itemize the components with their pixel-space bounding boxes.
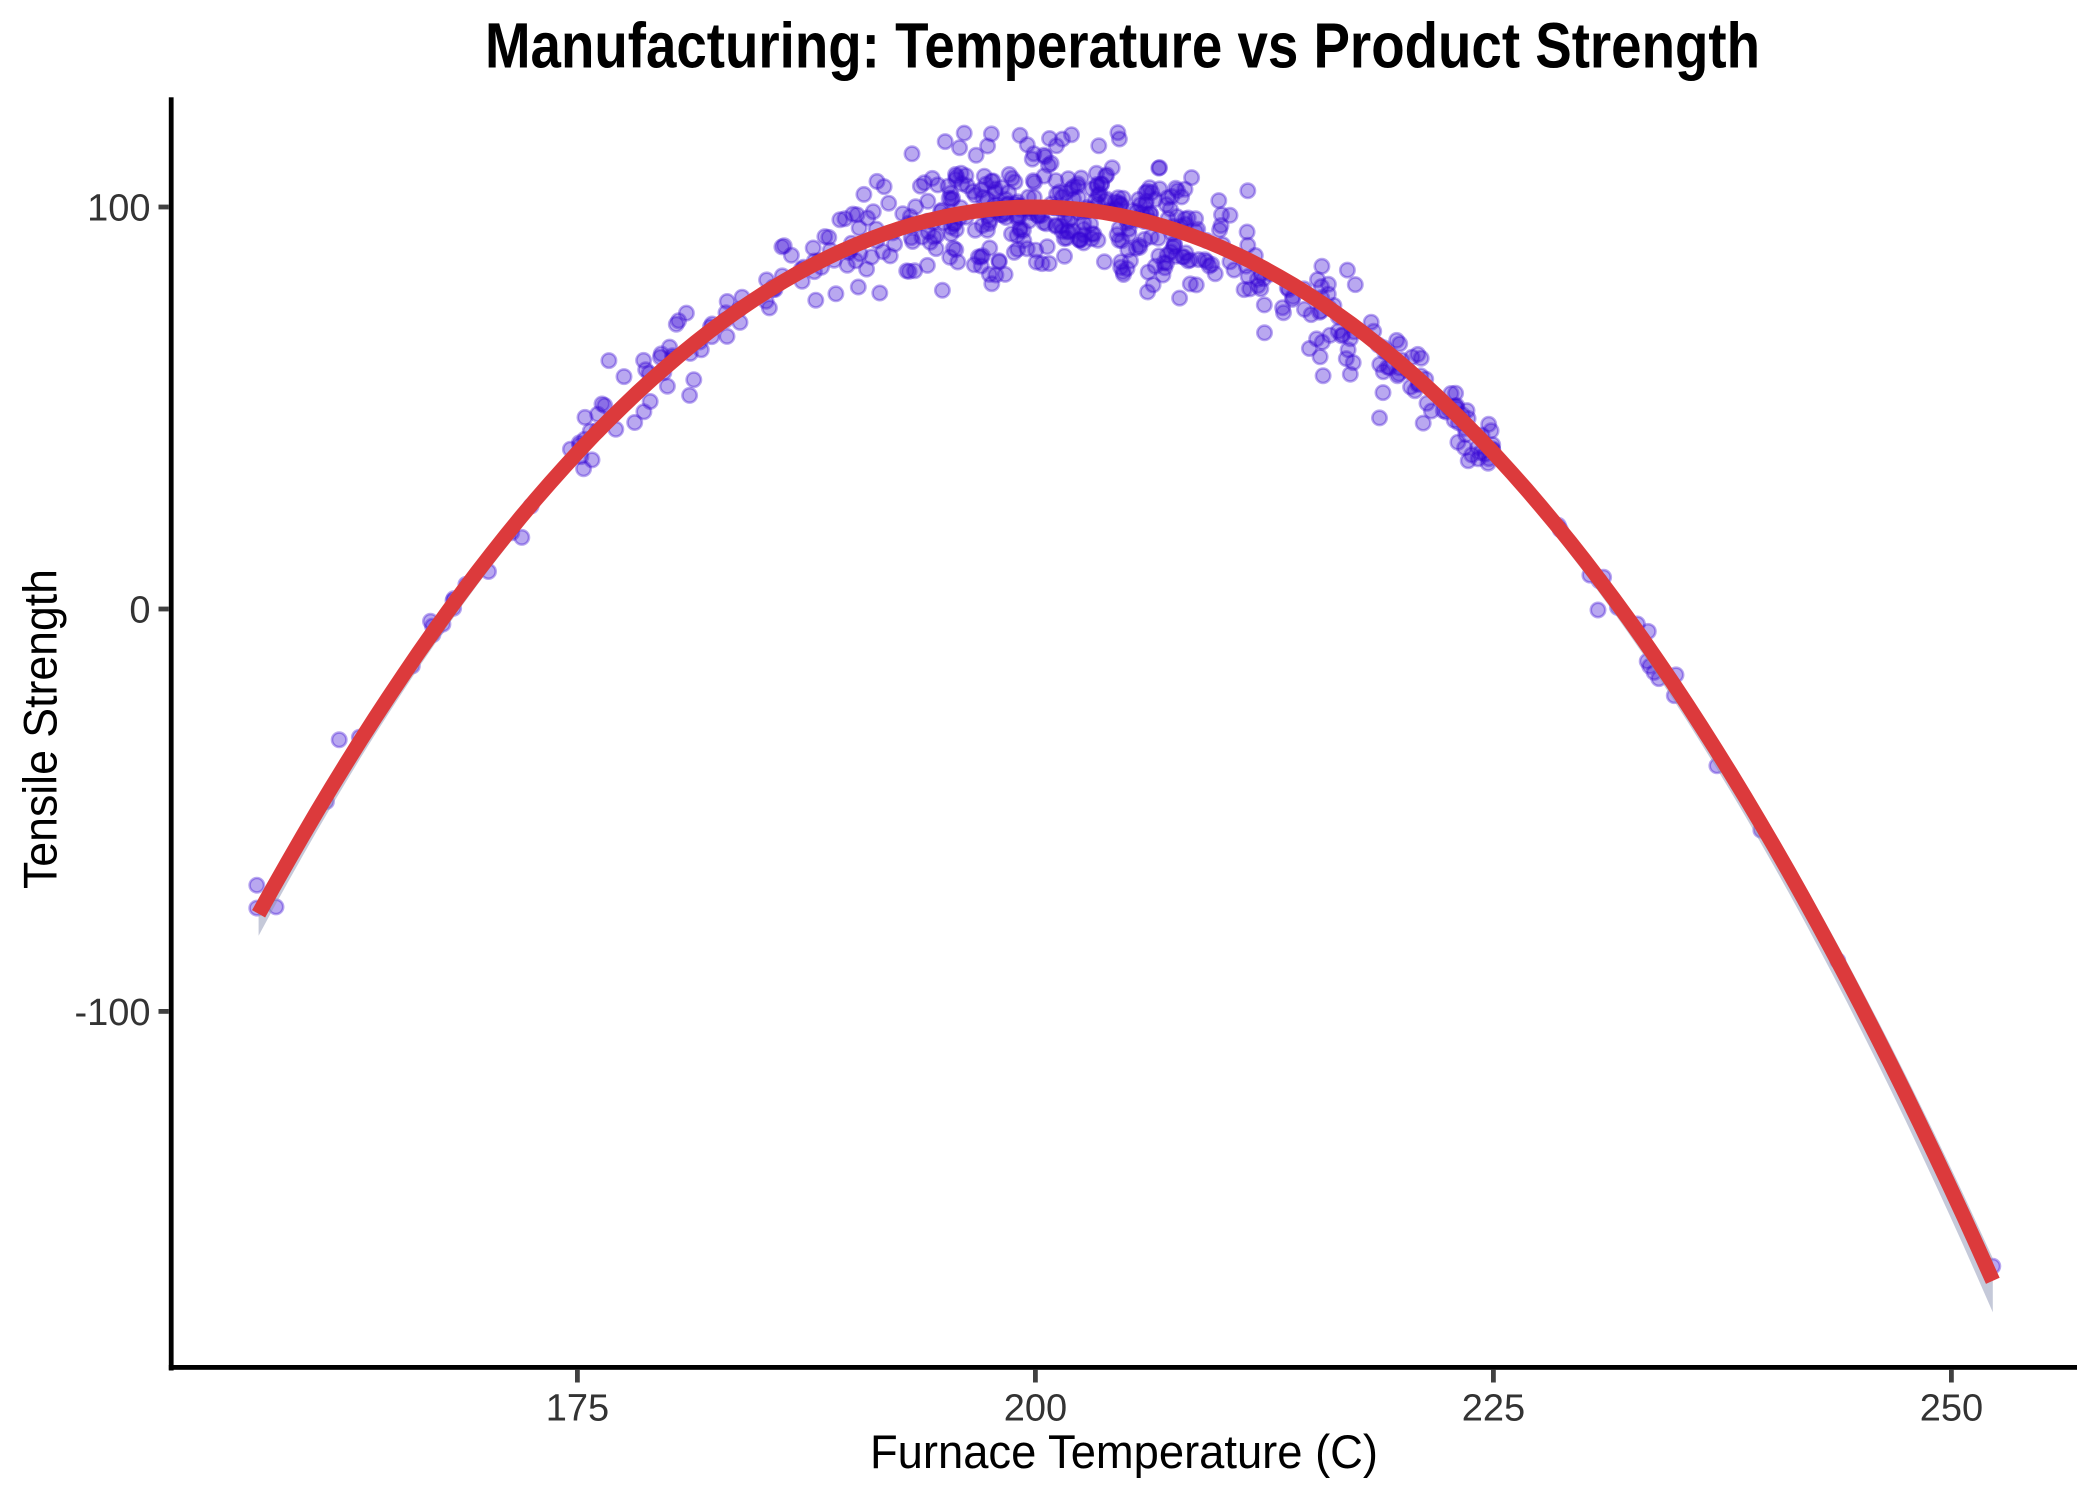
svg-text:200: 200	[1004, 1388, 1067, 1430]
svg-text:225: 225	[1462, 1388, 1525, 1430]
svg-text:-100: -100	[74, 992, 150, 1034]
svg-text:0: 0	[129, 590, 150, 632]
svg-text:250: 250	[1920, 1388, 1983, 1430]
svg-text:Tensile Strength: Tensile Strength	[13, 569, 66, 889]
svg-text:Furnace Temperature (C): Furnace Temperature (C)	[870, 1425, 1378, 1478]
svg-text:175: 175	[546, 1388, 609, 1430]
svg-text:100: 100	[87, 188, 150, 230]
svg-text:Manufacturing: Temperature vs: Manufacturing: Temperature vs Product St…	[485, 10, 1760, 82]
